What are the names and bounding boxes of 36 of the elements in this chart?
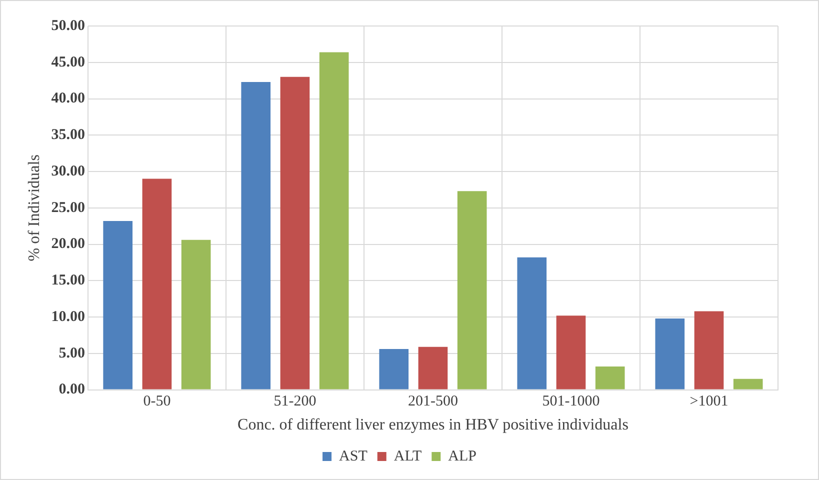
y-tick-label: 0.00 [58,382,85,398]
y-tick-label: 15.00 [51,272,85,289]
bar [595,366,625,390]
y-tick-label: 20.00 [51,236,85,252]
bar [418,346,448,390]
y-tick-label: 10.00 [51,308,85,325]
legend-label: ALP [448,448,476,464]
bar [142,178,172,390]
bar [280,76,310,390]
y-tick-label: 50.00 [51,18,85,34]
bar [181,240,211,390]
x-tick-label: 0-50 [143,394,171,410]
legend-label: AST [339,448,368,464]
bar [319,52,349,390]
y-tick-label: 40.00 [51,90,85,107]
y-tick-label: 45.00 [51,54,85,70]
y-axis-title: % of Individuals [26,154,43,262]
bar [733,378,763,390]
bar [517,257,547,390]
x-tick-label: 501-1000 [542,394,600,410]
legend-label: ALT [394,448,422,464]
y-tick-label: 30.00 [51,163,85,180]
bar [556,316,586,390]
y-tick-label: 5.00 [58,345,85,362]
y-tick-label: 35.00 [51,127,85,144]
x-axis-title: Conc. of different liver enzymes in HBV positive individuals [238,416,628,434]
x-tick-label: 51-200 [274,394,316,410]
bar [379,349,409,390]
y-tick-label: 25.00 [51,200,85,216]
bar [457,191,487,390]
bar [694,311,724,390]
x-tick-label: 201-500 [408,394,458,410]
bar [103,220,133,390]
bar [655,318,685,390]
bar [241,82,271,390]
x-tick-label: >1001 [690,394,728,410]
